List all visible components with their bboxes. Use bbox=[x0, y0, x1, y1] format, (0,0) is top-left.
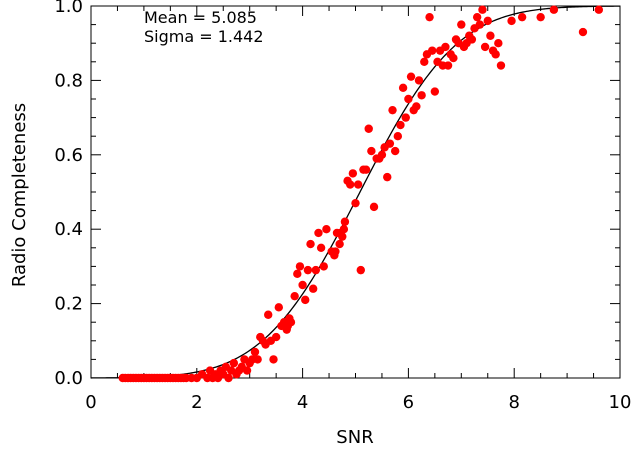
data-point bbox=[224, 373, 233, 383]
y-tick-label: 1.0 bbox=[54, 0, 83, 17]
data-point bbox=[351, 198, 360, 208]
data-point bbox=[303, 265, 313, 275]
data-point bbox=[295, 262, 305, 271]
data-point bbox=[486, 31, 495, 40]
data-point bbox=[308, 284, 318, 293]
data-point bbox=[449, 53, 458, 63]
data-point bbox=[369, 202, 379, 212]
data-point bbox=[339, 225, 349, 234]
data-point bbox=[406, 72, 416, 81]
x-tick-label: 10 bbox=[609, 392, 632, 413]
data-point bbox=[290, 291, 299, 301]
x-axis-label: SNR bbox=[336, 427, 373, 448]
data-point bbox=[361, 165, 371, 174]
data-point bbox=[390, 146, 400, 156]
data-point bbox=[353, 180, 363, 189]
data-point bbox=[480, 42, 490, 52]
data-point bbox=[250, 347, 260, 357]
data-point bbox=[367, 146, 376, 156]
data-point bbox=[443, 61, 453, 70]
data-point bbox=[322, 225, 331, 234]
x-tick-label: 2 bbox=[191, 392, 202, 413]
data-point bbox=[346, 180, 355, 189]
data-point bbox=[412, 102, 421, 111]
y-tick-label: 0.6 bbox=[54, 145, 83, 166]
x-tick-label: 6 bbox=[403, 392, 414, 413]
data-point bbox=[428, 46, 437, 55]
x-tick-label: 0 bbox=[85, 392, 96, 413]
y-axis-label: Radio Completeness bbox=[9, 103, 30, 287]
data-point bbox=[364, 124, 373, 133]
data-point bbox=[414, 76, 424, 85]
data-point bbox=[319, 262, 328, 271]
data-point bbox=[306, 239, 315, 249]
data-point bbox=[417, 91, 426, 100]
data-point bbox=[491, 50, 500, 59]
data-point bbox=[398, 83, 408, 93]
data-point bbox=[383, 172, 392, 182]
data-point bbox=[457, 20, 466, 29]
data-point bbox=[335, 239, 344, 249]
data-point bbox=[425, 12, 434, 22]
data-point bbox=[385, 139, 395, 148]
data-point bbox=[298, 280, 307, 290]
data-point bbox=[314, 228, 323, 238]
data-point bbox=[271, 332, 281, 342]
data-point bbox=[340, 217, 350, 226]
data-point bbox=[293, 269, 302, 279]
data-point bbox=[517, 12, 527, 22]
data-point bbox=[549, 5, 559, 14]
data-point bbox=[331, 247, 340, 256]
data-point bbox=[286, 318, 296, 327]
y-tick-label: 0.2 bbox=[54, 294, 83, 315]
data-point bbox=[393, 132, 403, 141]
plot-area: 0 2 4 6 8 10 0.0 0.2 0.4 0.6 0.8 1.0 bbox=[54, 0, 631, 413]
data-point bbox=[229, 358, 239, 368]
mean-annotation: Mean = 5.085 bbox=[144, 8, 257, 27]
data-point bbox=[594, 5, 604, 14]
y-tick-label: 0.4 bbox=[54, 219, 83, 240]
data-point bbox=[430, 87, 440, 96]
data-point bbox=[356, 265, 365, 275]
data-point bbox=[338, 232, 347, 241]
data-point bbox=[472, 12, 482, 22]
data-point bbox=[483, 16, 492, 26]
y-tick-label: 0.0 bbox=[54, 368, 83, 389]
data-point bbox=[494, 39, 503, 48]
data-point bbox=[388, 105, 397, 115]
data-point bbox=[311, 265, 321, 275]
data-point bbox=[316, 243, 326, 252]
data-point bbox=[478, 5, 487, 14]
data-point bbox=[274, 303, 283, 312]
fit-curve bbox=[90, 5, 621, 379]
plot-frame bbox=[90, 5, 621, 379]
data-point bbox=[242, 366, 252, 375]
data-point bbox=[441, 42, 450, 52]
data-point bbox=[507, 16, 516, 26]
sigma-annotation: Sigma = 1.442 bbox=[144, 27, 264, 46]
data-point bbox=[420, 57, 429, 66]
data-point bbox=[536, 12, 545, 22]
data-point bbox=[401, 113, 410, 122]
data-point bbox=[264, 310, 273, 319]
data-point bbox=[269, 355, 278, 364]
y-tick-label: 0.8 bbox=[54, 70, 83, 91]
data-point bbox=[404, 94, 413, 104]
data-point bbox=[348, 169, 358, 178]
data-point bbox=[578, 27, 588, 37]
x-tick-label: 4 bbox=[297, 392, 308, 413]
data-point bbox=[475, 20, 485, 29]
data-point bbox=[396, 120, 405, 130]
data-point bbox=[253, 355, 262, 364]
data-point bbox=[467, 35, 477, 44]
data-point bbox=[301, 295, 310, 305]
data-point bbox=[377, 150, 387, 159]
x-tick-label: 8 bbox=[508, 392, 519, 413]
data-point bbox=[496, 61, 506, 70]
